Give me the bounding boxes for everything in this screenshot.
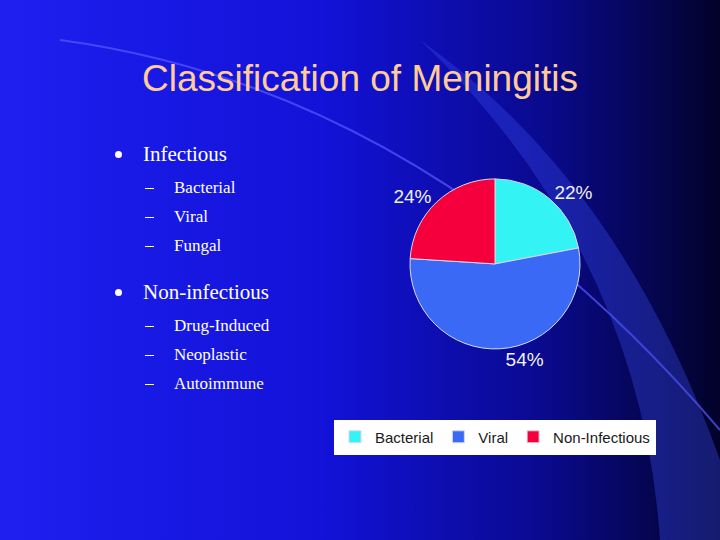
svg-text:24%: 24% [393,186,431,207]
html-text:Non-infectious: Non-infectious [143,280,269,304]
html-text:Classification of Meningitis: Classification of Meningitis [142,58,578,99]
svg-text:Viral: Viral [478,429,508,446]
svg-text:54%: 54% [506,349,544,370]
html-text:Drug-Induced: Drug-Induced [174,316,270,335]
html-text:Autoimmune: Autoimmune [174,374,264,393]
svg-text:Bacterial: Bacterial [375,429,433,446]
svg-text:22%: 22% [554,182,592,203]
html-text:Viral: Viral [174,207,208,226]
svg-text:Non-Infectious: Non-Infectious [553,429,650,446]
html-text:Bacterial: Bacterial [174,178,236,197]
html-text:Neoplastic: Neoplastic [174,345,247,364]
html-text:Infectious: Infectious [143,142,227,166]
html-text:Fungal: Fungal [174,236,222,255]
